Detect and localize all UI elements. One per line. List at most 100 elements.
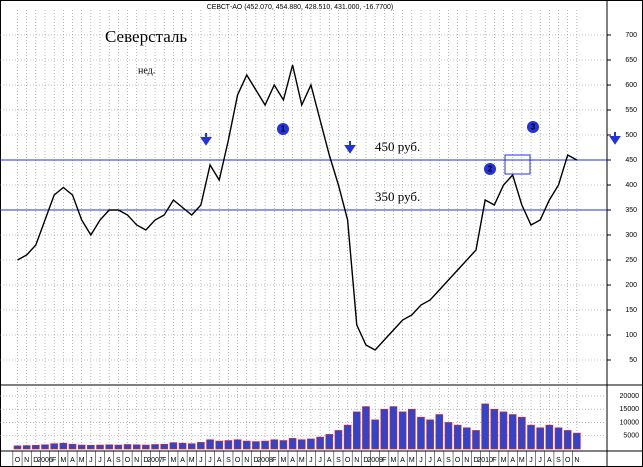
y-tick-label: 450 (625, 157, 637, 164)
volume-bar (270, 439, 279, 450)
x-tick-label: A (437, 457, 442, 464)
volume-bar (96, 444, 104, 450)
volume-bar (307, 438, 315, 450)
y-tick-label: 300 (625, 232, 637, 239)
volume-bar (389, 406, 398, 450)
volume-bar (123, 444, 132, 450)
x-tick-label: A (70, 457, 75, 464)
y-tick-label: 700 (625, 32, 637, 39)
volume-bar (132, 444, 141, 450)
x-tick-label: J (89, 457, 93, 464)
volume-bar (114, 444, 123, 450)
x-tick-label: J (208, 457, 212, 464)
x-tick-label: O (345, 457, 351, 464)
y-tick-label: 650 (625, 57, 637, 64)
volume-bar (41, 444, 49, 450)
volume-bar (252, 441, 260, 450)
x-tick-label: D (253, 457, 258, 464)
volume-bar (481, 403, 489, 450)
volume-bar (68, 443, 77, 450)
price-line (17, 64, 578, 351)
y-tick-label: 500 (625, 132, 637, 139)
y-tick-label: 100 (625, 332, 637, 339)
x-tick-label: F (272, 457, 276, 464)
volume-bar (407, 408, 416, 450)
volume-bar (554, 427, 563, 450)
highlight-box (504, 154, 531, 175)
x-tick-label: M (409, 457, 415, 464)
level-label: 350 руб. (375, 189, 420, 204)
volume-bar (297, 439, 306, 450)
x-tick-label: O (125, 457, 131, 464)
y-tick-label: 15000 (620, 406, 640, 413)
volume-bar (444, 422, 453, 450)
volume-bar (453, 424, 462, 450)
x-tick-label: S (116, 457, 121, 464)
y-tick-label: 550 (625, 107, 637, 114)
volume-bar (187, 443, 196, 450)
x-tick-label: S (226, 457, 231, 464)
volume-bar (573, 432, 581, 450)
volume-bar (87, 444, 95, 450)
x-tick-label: F (492, 457, 496, 464)
volume-bar (105, 444, 113, 450)
x-tick-label: A (107, 457, 112, 464)
volume-bar (77, 444, 86, 450)
name-label: Северсталь (105, 27, 187, 46)
volume-bar (426, 419, 434, 450)
volume-bar (206, 439, 214, 450)
x-tick-label: J (318, 457, 322, 464)
marker-label: 3 (531, 123, 536, 132)
volume-bar (261, 440, 269, 450)
volume-bar (142, 444, 150, 450)
volume-bar (352, 411, 361, 450)
x-tick-label: A (327, 457, 332, 464)
x-tick-label: S (446, 457, 451, 464)
x-tick-label: A (547, 457, 552, 464)
x-tick-label: S (556, 457, 561, 464)
volume-bar (215, 440, 224, 450)
volume-bar (325, 434, 334, 450)
volume-bar (527, 424, 535, 450)
y-tick-label: 600 (625, 82, 637, 89)
x-tick-label: D (143, 457, 148, 464)
volume-bar (380, 408, 389, 450)
marker-circle (277, 123, 289, 135)
marker-label: 1 (281, 125, 286, 134)
level-label: 450 руб. (375, 139, 420, 154)
x-tick-label: M (391, 457, 397, 464)
marker-circle (527, 121, 539, 133)
y-tick-label: 200 (625, 282, 637, 289)
x-tick-label: A (180, 457, 185, 464)
x-tick-label: O (235, 457, 241, 464)
volume-bar (197, 442, 205, 450)
volume-bar (224, 440, 233, 450)
volume-bar (279, 440, 288, 450)
volume-bar (508, 414, 517, 450)
volume-bar (398, 411, 407, 450)
x-tick-label: D (473, 457, 478, 464)
x-tick-label: J (419, 457, 423, 464)
arrow (344, 141, 356, 154)
volume-bar (32, 444, 40, 450)
volume-bar (13, 445, 22, 450)
x-tick-label: M (79, 457, 85, 464)
x-tick-label: 2007 (147, 457, 163, 464)
x-tick-label: A (290, 457, 295, 464)
volume-bar (242, 440, 251, 450)
x-tick-label: O (15, 457, 21, 464)
volume-bar (435, 414, 444, 450)
x-tick-label: S (336, 457, 341, 464)
volume-bar (288, 438, 297, 450)
volume-bar (472, 430, 480, 450)
x-tick-label: D (33, 457, 38, 464)
y-tick-label: 50 (629, 357, 637, 364)
volume-bar (160, 443, 169, 450)
period-label: нед. (138, 65, 155, 76)
y-tick-label: 400 (625, 182, 637, 189)
x-tick-label: J (199, 457, 203, 464)
x-tick-label: J (309, 457, 313, 464)
marker-circle (484, 163, 496, 175)
